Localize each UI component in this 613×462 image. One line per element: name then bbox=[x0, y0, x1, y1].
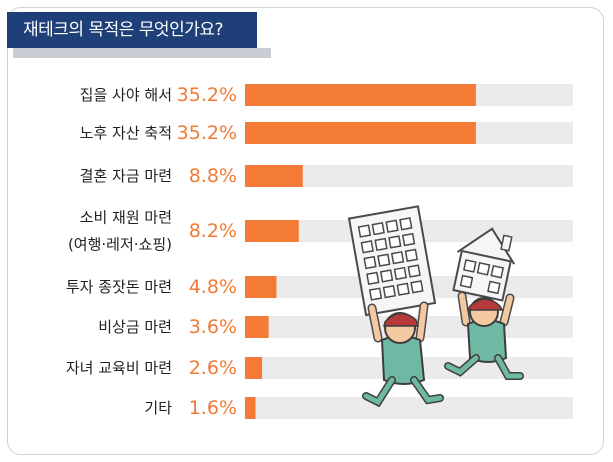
bar bbox=[245, 220, 299, 242]
person-carrying-apartment-icon bbox=[347, 205, 444, 408]
category-label: 비상금 마련 bbox=[98, 318, 172, 336]
title-banner: 재테크의 목적은 무엇인가요? bbox=[7, 12, 275, 58]
category-label: 소비 재원 마련 bbox=[80, 209, 172, 227]
bar bbox=[245, 316, 269, 338]
bar-track bbox=[245, 165, 573, 187]
category-label: 노후 자산 축적 bbox=[80, 124, 172, 142]
category-label: 집을 사야 해서 bbox=[80, 86, 172, 104]
bar bbox=[245, 276, 277, 298]
chart-title: 재테크의 목적은 무엇인가요? bbox=[7, 12, 257, 48]
value-label: 35.2% bbox=[177, 84, 237, 106]
bar bbox=[245, 84, 476, 106]
bar bbox=[245, 397, 256, 419]
value-label: 4.8% bbox=[189, 276, 237, 298]
value-label: 2.6% bbox=[189, 357, 237, 379]
value-label: 8.8% bbox=[189, 165, 237, 187]
category-label: (여행·레저·쇼핑) bbox=[68, 236, 172, 254]
category-label: 자녀 교육비 마련 bbox=[66, 359, 172, 377]
value-label: 1.6% bbox=[189, 397, 237, 419]
title-shadow bbox=[13, 48, 271, 58]
bar bbox=[245, 357, 263, 379]
category-label: 기타 bbox=[144, 399, 172, 417]
category-label: 투자 종잣돈 마련 bbox=[66, 278, 172, 296]
bar bbox=[245, 165, 303, 187]
value-label: 35.2% bbox=[177, 122, 237, 144]
bar-track bbox=[245, 397, 573, 419]
value-label: 3.6% bbox=[189, 316, 237, 338]
category-label: 결혼 자금 마련 bbox=[80, 167, 172, 185]
value-label: 8.2% bbox=[189, 220, 237, 242]
bar bbox=[245, 122, 476, 144]
person-carrying-house-icon bbox=[444, 227, 524, 380]
